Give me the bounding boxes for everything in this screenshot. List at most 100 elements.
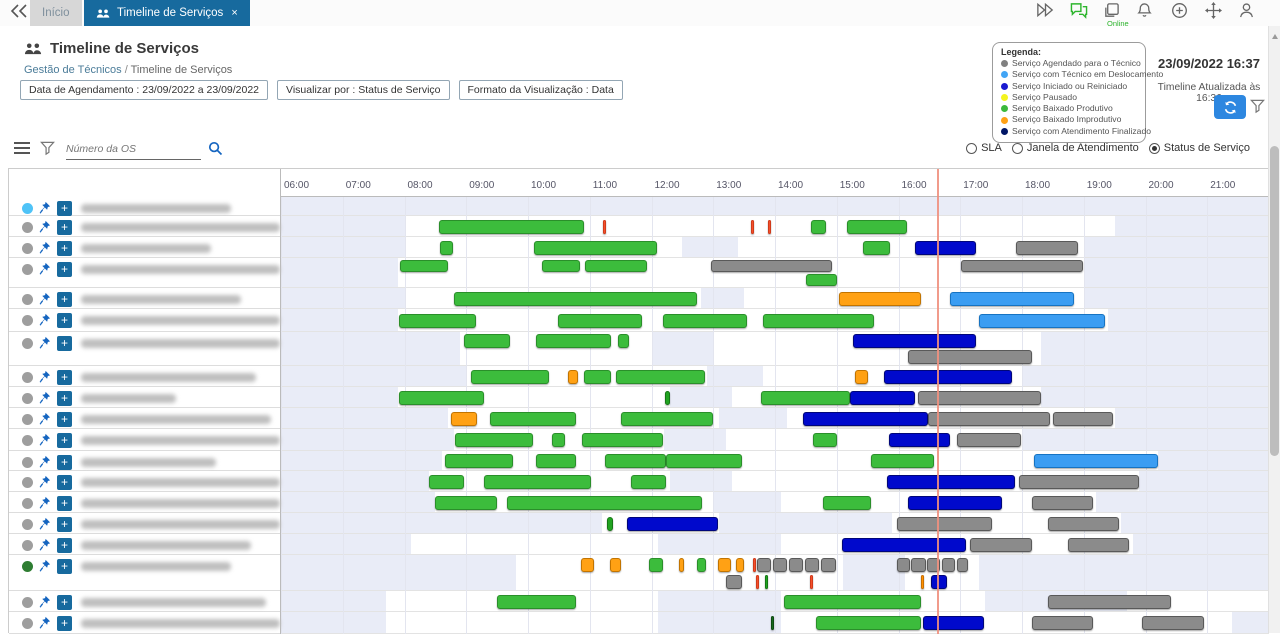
tab-close-icon[interactable]: × <box>231 7 238 19</box>
vertical-scrollbar[interactable] <box>1268 26 1280 633</box>
pin-icon[interactable] <box>38 475 52 489</box>
add-service-button[interactable]: + <box>57 336 72 351</box>
service-bar-produtivo[interactable] <box>630 474 667 489</box>
service-bar-produtivo[interactable] <box>507 495 703 510</box>
pin-icon[interactable] <box>38 412 52 426</box>
service-bar-agendado[interactable] <box>805 557 820 572</box>
service-bar-agendado[interactable] <box>957 557 968 572</box>
technician-row[interactable]: + <box>9 555 280 591</box>
gantt-chart[interactable] <box>281 197 1269 634</box>
technician-row[interactable]: + <box>9 387 280 408</box>
service-bar-produtivo[interactable] <box>400 260 449 272</box>
add-service-button[interactable]: + <box>57 455 72 470</box>
pin-icon[interactable] <box>38 496 52 510</box>
service-bar-agendado[interactable] <box>1031 616 1093 630</box>
collapse-tabs-icon[interactable] <box>8 3 30 23</box>
service-bar-produtivo[interactable] <box>649 557 663 572</box>
add-service-button[interactable]: + <box>57 313 72 328</box>
service-bar-produtivo[interactable] <box>617 334 630 348</box>
pin-icon[interactable] <box>38 241 52 255</box>
service-bar-agendado[interactable] <box>821 557 836 572</box>
service-bar-tick_red[interactable] <box>602 219 606 234</box>
service-bar-agendado[interactable] <box>1067 537 1129 552</box>
copy-icon[interactable] <box>1103 2 1124 23</box>
service-bar-produtivo[interactable] <box>471 369 549 384</box>
service-bar-produtivo[interactable] <box>440 240 453 255</box>
service-bar-agendado[interactable] <box>1018 474 1139 489</box>
service-bar-improdutivo[interactable] <box>717 557 732 572</box>
pin-icon[interactable] <box>38 220 52 234</box>
service-bar-produtivo[interactable] <box>552 433 566 447</box>
service-bar-iniciado[interactable] <box>842 537 967 552</box>
service-bar-agendado[interactable] <box>969 537 1032 552</box>
service-bar-tick_red[interactable] <box>768 219 772 234</box>
service-bar-produtivo[interactable] <box>806 274 838 286</box>
service-bar-produtivo[interactable] <box>497 594 576 609</box>
service-bar-produtivo[interactable] <box>455 433 533 447</box>
service-bar-iniciado[interactable] <box>803 411 928 426</box>
service-bar-agendado[interactable] <box>896 557 911 572</box>
service-bar-tick_green[interactable] <box>665 390 671 405</box>
radio-status-de-servi-o[interactable]: Status de Serviço <box>1148 142 1250 154</box>
service-bar-deslocamento[interactable] <box>979 313 1105 328</box>
add-service-button[interactable]: + <box>57 370 72 385</box>
filter-chip-2[interactable]: Formato da Visualização : Data <box>458 80 623 100</box>
service-bar-produtivo[interactable] <box>582 433 664 447</box>
radio-sla[interactable]: SLA <box>966 142 1002 154</box>
service-bar-tick_red[interactable] <box>753 557 757 572</box>
technician-row[interactable]: + <box>9 237 280 258</box>
refresh-button[interactable] <box>1214 95 1246 119</box>
service-bar-produtivo[interactable] <box>398 390 485 405</box>
os-number-input[interactable] <box>66 138 201 160</box>
service-bar-agendado[interactable] <box>1047 594 1172 609</box>
service-bar-produtivo[interactable] <box>813 433 837 447</box>
service-bar-produtivo[interactable] <box>398 313 477 328</box>
service-bar-improdutivo[interactable] <box>567 369 578 384</box>
service-bar-produtivo[interactable] <box>429 474 465 489</box>
service-bar-agendado[interactable] <box>911 557 926 572</box>
pin-icon[interactable] <box>38 616 52 630</box>
service-bar-produtivo[interactable] <box>584 369 612 384</box>
service-bar-improdutivo[interactable] <box>839 291 921 306</box>
service-bar-improdutivo[interactable] <box>855 369 869 384</box>
technician-row[interactable]: + <box>9 288 280 309</box>
pin-icon[interactable] <box>38 433 52 447</box>
add-service-button[interactable]: + <box>57 538 72 553</box>
service-bar-agendado[interactable] <box>711 260 833 272</box>
service-bar-tick_dgreen[interactable] <box>770 616 775 630</box>
add-service-button[interactable]: + <box>57 391 72 406</box>
add-service-button[interactable]: + <box>57 201 72 216</box>
menu-icon[interactable] <box>14 142 30 155</box>
technician-row[interactable]: + <box>9 492 280 513</box>
service-bar-tick_green[interactable] <box>764 574 768 589</box>
tab-timeline[interactable]: Timeline de Serviços × <box>84 0 250 26</box>
service-bar-deslocamento[interactable] <box>949 291 1074 306</box>
bell-icon[interactable] <box>1137 2 1158 23</box>
add-service-button[interactable]: + <box>57 616 72 631</box>
add-service-button[interactable]: + <box>57 412 72 427</box>
pin-icon[interactable] <box>38 201 52 215</box>
pin-icon[interactable] <box>38 313 52 327</box>
service-bar-iniciado[interactable] <box>888 433 950 447</box>
service-bar-produtivo[interactable] <box>762 313 874 328</box>
pin-icon[interactable] <box>38 538 52 552</box>
technician-row[interactable]: + <box>9 258 280 288</box>
service-bar-produtivo[interactable] <box>536 454 576 468</box>
service-bar-agendado[interactable] <box>927 411 1051 426</box>
fast-forward-icon[interactable] <box>1035 2 1056 23</box>
chat-icon[interactable] <box>1069 2 1090 23</box>
service-bar-agendado[interactable] <box>1053 411 1113 426</box>
service-bar-iniciado[interactable] <box>887 474 1015 489</box>
service-bar-produtivo[interactable] <box>439 219 585 234</box>
technician-row[interactable]: + <box>9 471 280 492</box>
service-bar-tick_red[interactable] <box>810 574 814 589</box>
pin-icon[interactable] <box>38 262 52 276</box>
service-bar-produtivo[interactable] <box>783 594 921 609</box>
service-bar-produtivo[interactable] <box>621 411 713 426</box>
service-bar-produtivo[interactable] <box>871 454 934 468</box>
service-bar-produtivo[interactable] <box>862 240 891 255</box>
filter-icon[interactable] <box>1250 99 1265 114</box>
service-bar-produtivo[interactable] <box>536 334 612 348</box>
service-bar-agendado[interactable] <box>1031 495 1093 510</box>
pin-icon[interactable] <box>38 370 52 384</box>
